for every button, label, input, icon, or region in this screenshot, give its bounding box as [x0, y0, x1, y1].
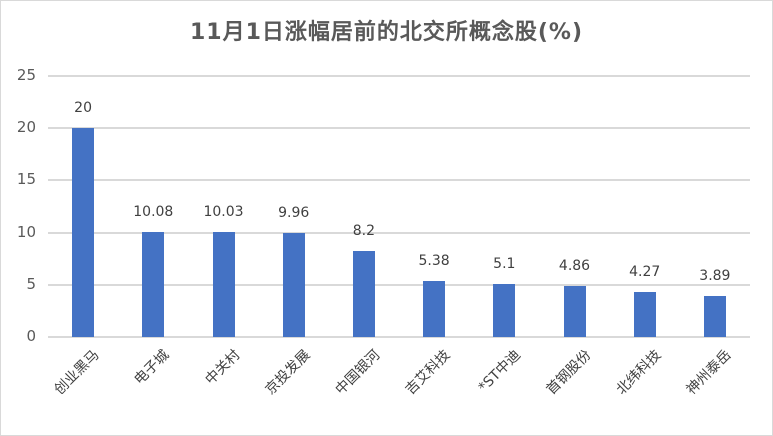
gridline: [48, 179, 750, 182]
y-tick-label: 25: [16, 66, 36, 84]
data-label: 4.27: [629, 264, 661, 281]
y-tick-label: 5: [26, 274, 36, 293]
bar: [563, 286, 586, 337]
data-label: 4.86: [558, 258, 591, 275]
y-tick-label: 20: [16, 118, 36, 137]
gridline: [48, 231, 750, 234]
gridline: [48, 75, 750, 77]
bar: [423, 280, 446, 337]
plot-area: [48, 75, 750, 338]
data-label: 5.1: [493, 255, 516, 272]
y-tick-label: 0: [26, 327, 36, 345]
data-label: 10.08: [133, 203, 174, 220]
bar: [72, 128, 95, 337]
bar: [352, 251, 375, 337]
data-label: 3.89: [699, 268, 731, 285]
y-tick-label: 15: [16, 170, 36, 189]
gridline: [48, 283, 750, 286]
bar: [703, 296, 726, 337]
bar: [282, 233, 305, 337]
data-label: 9.96: [278, 205, 310, 222]
bar: [633, 292, 656, 337]
y-tick-label: 10: [16, 222, 36, 241]
data-label: 5.38: [418, 252, 450, 269]
data-label: 8.2: [352, 223, 376, 240]
data-label: 10.03: [203, 204, 244, 221]
gridline: [48, 127, 750, 130]
bar: [142, 231, 165, 337]
bar: [212, 232, 235, 337]
data-label: 20: [74, 100, 92, 117]
gridline: [48, 336, 750, 338]
chart-title: 11月1日涨幅居前的北交所概念股(%): [189, 20, 584, 45]
bar: [493, 283, 516, 337]
